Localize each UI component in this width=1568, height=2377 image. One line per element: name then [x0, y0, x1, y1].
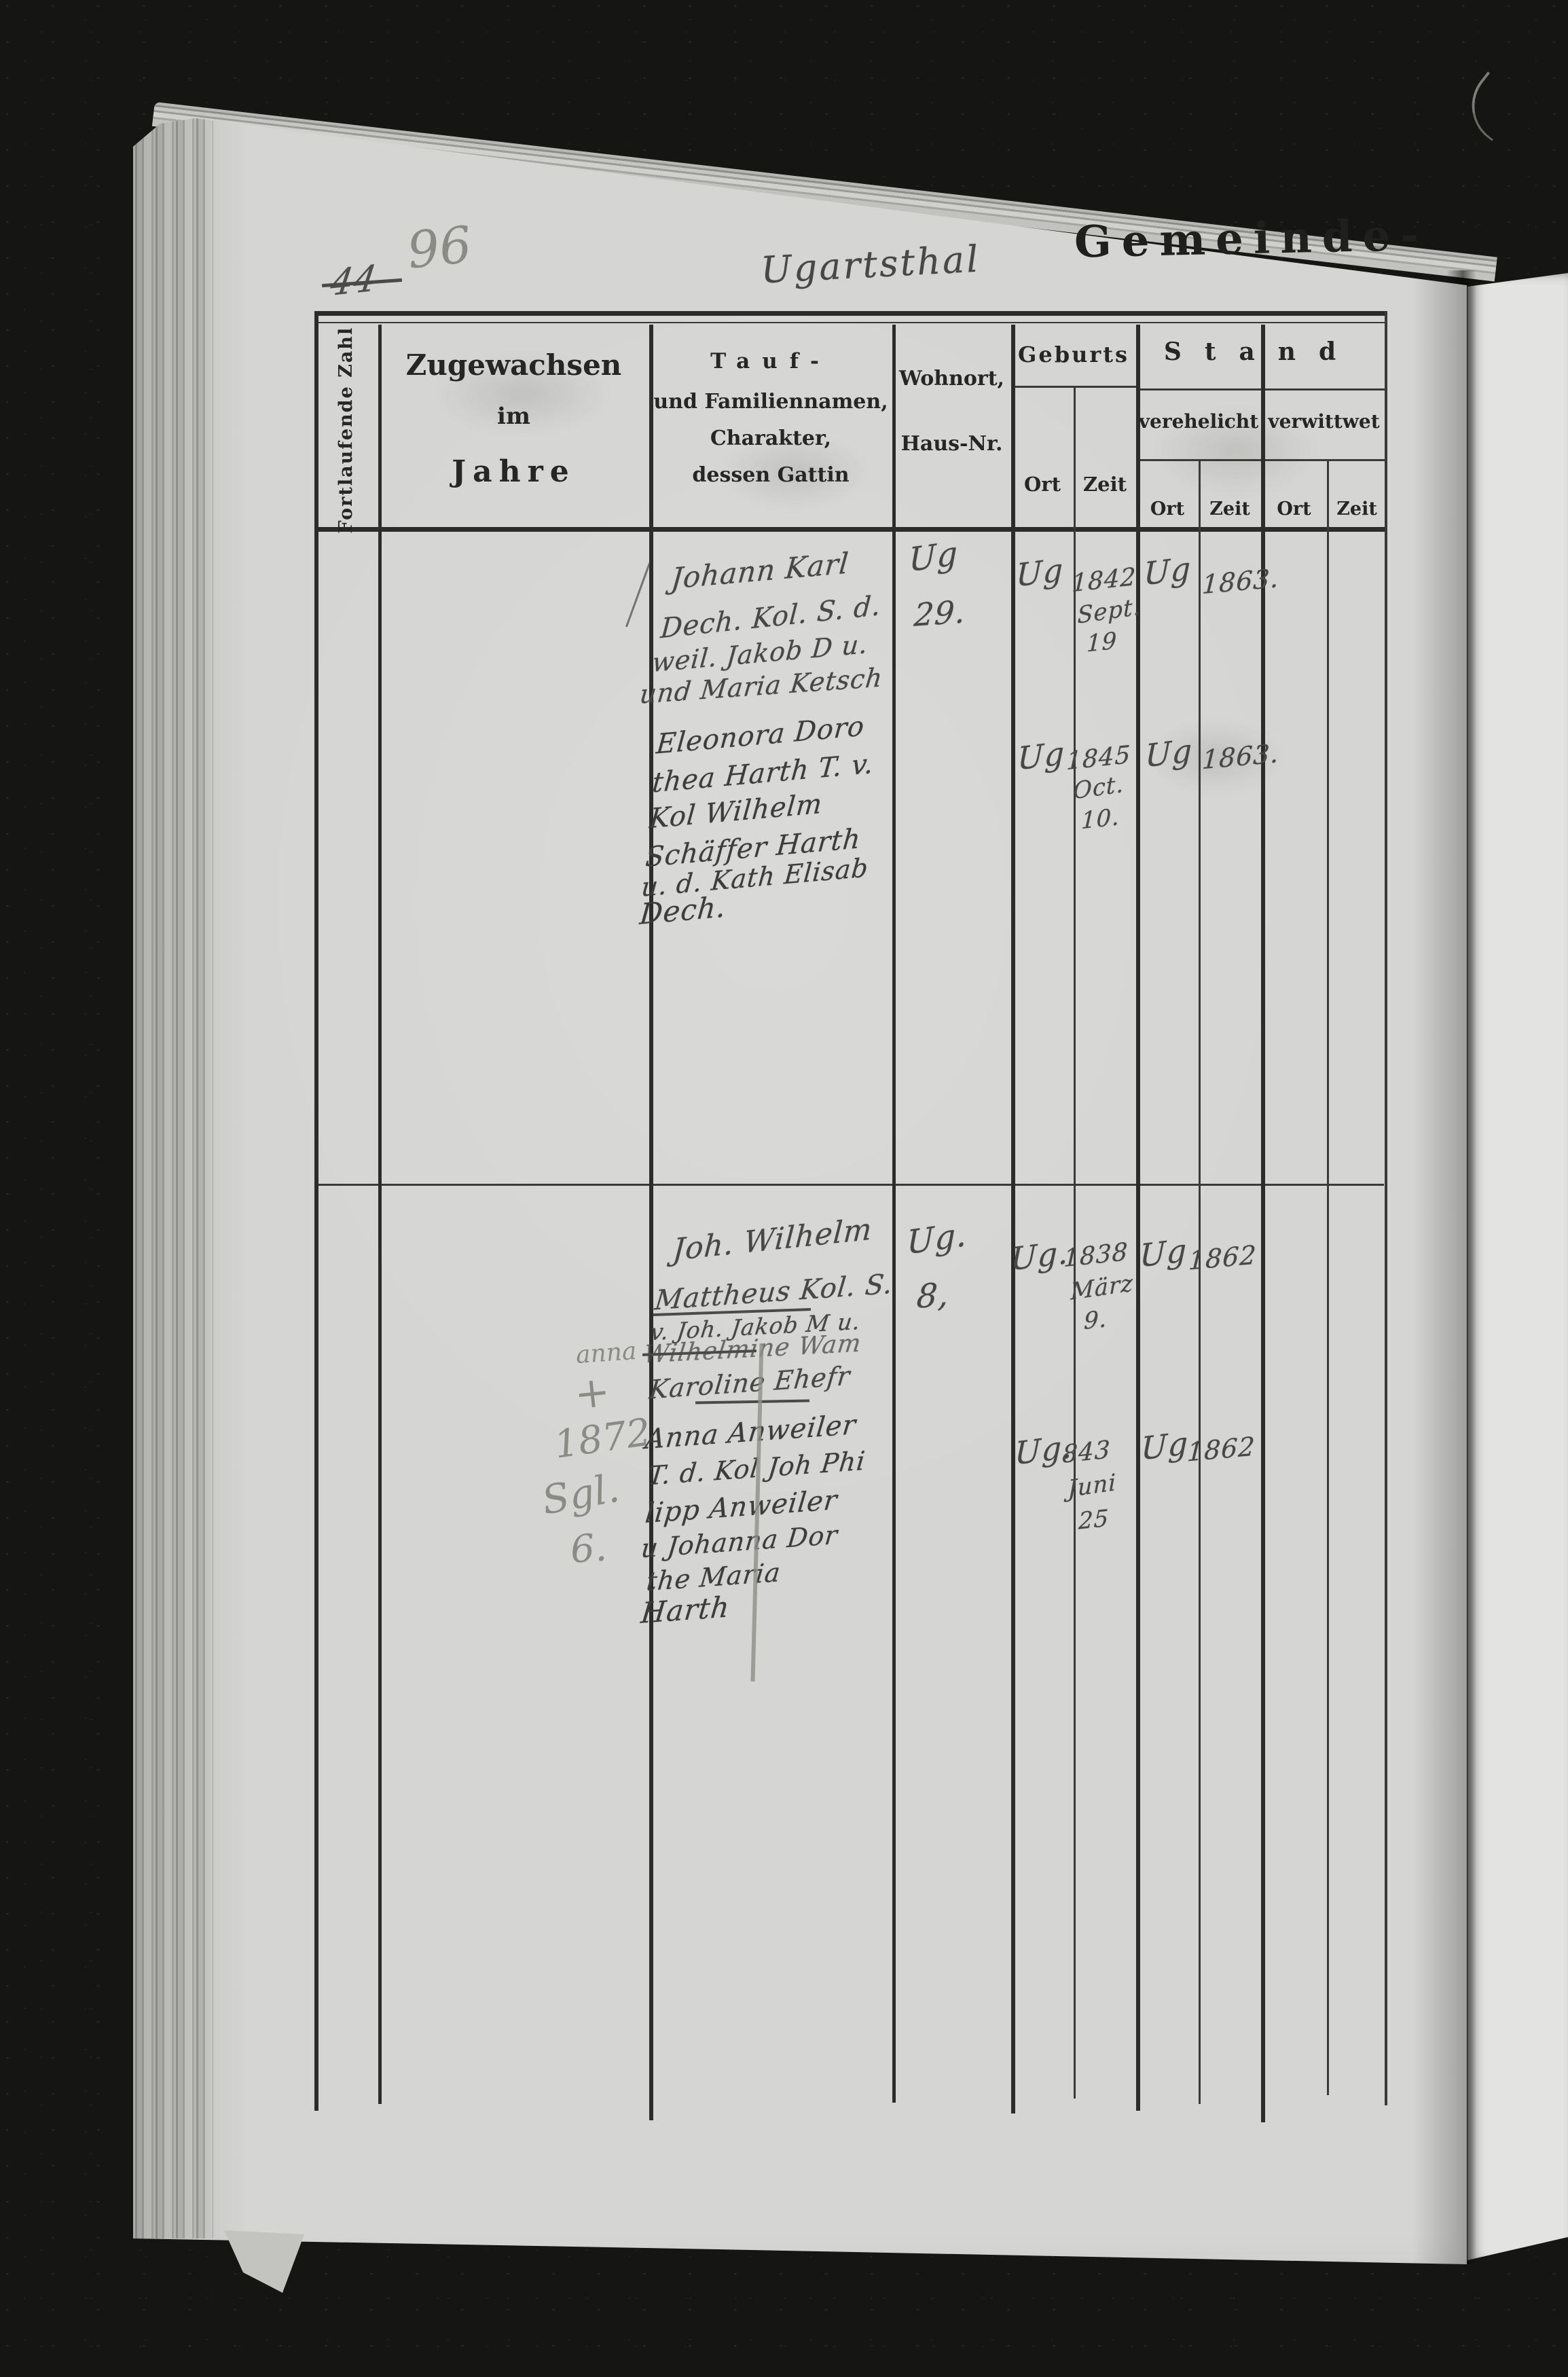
column-header-status: Stand	[1163, 338, 1360, 366]
entry-residence-place: Ug	[909, 534, 958, 580]
page-title: Gemeinde-	[1074, 209, 1429, 268]
table-rule	[649, 325, 653, 2120]
column-header-zeit: Zeit	[1209, 498, 1250, 520]
column-header-residence-line: Wohnort,	[899, 367, 1004, 391]
row-separator-rule	[314, 1184, 1384, 1186]
facing-page-edge	[1467, 273, 1568, 2260]
table-rule	[378, 325, 382, 2104]
loose-thread	[1455, 71, 1525, 141]
register-page	[133, 118, 1467, 2264]
column-header-zeit: Zeit	[1336, 498, 1377, 520]
column-header-names-line: Tauf-	[710, 349, 831, 374]
entry-bride-line: Harth	[639, 1590, 732, 1630]
entry-birth-ort: Ug.	[1010, 1233, 1069, 1278]
column-header-names-line: dessen Gattin	[692, 463, 850, 487]
entry-birth-zeit-line: 25	[1078, 1504, 1110, 1536]
column-header-zeit: Zeit	[1082, 473, 1127, 496]
table-rule	[1011, 325, 1015, 2113]
margin-note: 6.	[568, 1525, 608, 1572]
table-rule	[314, 527, 1387, 532]
margin-note: anna	[575, 1337, 638, 1370]
column-header-serial: Fortlaufende Zahl	[335, 326, 357, 534]
column-header-accrued-line: im	[497, 403, 530, 430]
entry-married-ort: Ug	[1139, 1231, 1188, 1275]
column-header-residence-line: Haus-Nr.	[900, 432, 1003, 456]
page-shading	[133, 118, 1467, 2264]
entry-married-ort: Ug	[1143, 549, 1192, 593]
column-header-married: verehelicht	[1138, 410, 1259, 433]
column-header-accrued-line: Zugewachsen	[405, 348, 622, 382]
margin-note-cross: +	[572, 1366, 613, 1419]
entry-married-zeit: 1862	[1188, 1239, 1258, 1276]
entry-residence-number: 29.	[913, 593, 967, 634]
column-header-ort: Ort	[1277, 498, 1311, 520]
table-rule	[314, 311, 1387, 316]
table-rule	[1261, 325, 1265, 2122]
table-rule	[1327, 459, 1329, 2095]
table-rule	[1074, 386, 1076, 2099]
torn-page-corner	[224, 2230, 304, 2293]
column-header-accrued-line: Jahre	[452, 454, 576, 489]
table-rule	[314, 311, 318, 2111]
entry-birth-ort: Ug	[1017, 734, 1065, 778]
entry-birth-ort: Ug	[1015, 551, 1064, 594]
entry-married-ort: Ug	[1140, 1424, 1189, 1468]
column-header-names-line: und Familiennamen,	[653, 390, 888, 414]
entry-residence-number: 8,	[915, 1275, 951, 1316]
table-rule	[314, 322, 1387, 323]
entry-married-ort: Ug	[1144, 731, 1193, 775]
table-rule	[1199, 459, 1201, 2104]
ink-bleedthrough	[1154, 407, 1317, 496]
ink-bleedthrough	[435, 353, 611, 435]
column-header-widowed: verwittwet	[1268, 410, 1380, 433]
entry-birth-zeit-line: 19	[1086, 627, 1118, 658]
ink-bleedthrough	[1148, 720, 1283, 795]
table-rule	[1136, 325, 1140, 2111]
entry-married-zeit: 1862	[1186, 1431, 1256, 1468]
entry-birth-zeit-line: 843	[1061, 1436, 1112, 1469]
column-header-ort: Ort	[1024, 473, 1061, 496]
pencil-page-number: 96	[404, 215, 475, 280]
column-header-birth: Geburts	[1018, 342, 1129, 367]
page-stack-left-edge	[133, 118, 213, 2238]
column-header-ort: Ort	[1150, 498, 1185, 520]
table-rule	[1385, 311, 1387, 2105]
entry-birth-zeit-line: 10.	[1080, 803, 1120, 835]
table-rule	[892, 325, 896, 2103]
column-header-names-line: Charakter,	[710, 427, 832, 450]
entry-birth-zeit-line: 9.	[1083, 1305, 1108, 1335]
ink-bleedthrough	[720, 435, 869, 509]
